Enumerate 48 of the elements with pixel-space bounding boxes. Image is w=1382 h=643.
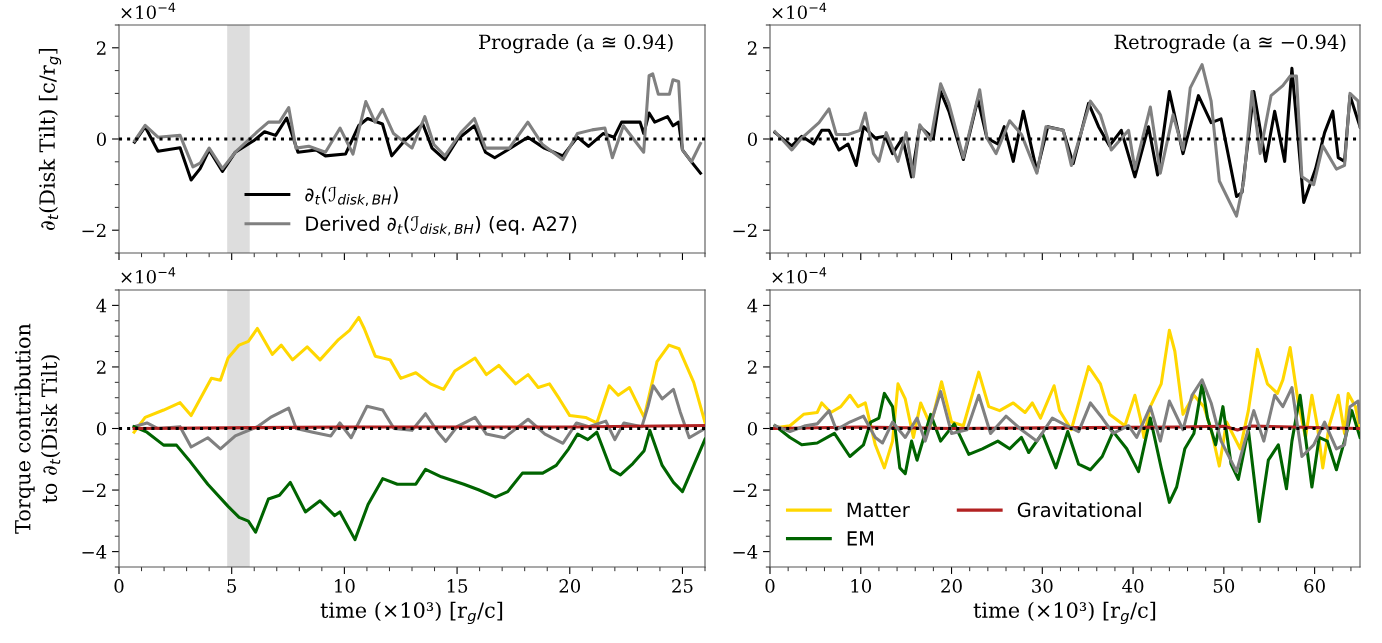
y-tick-label: −4	[733, 545, 758, 559]
line-series	[133, 72, 703, 171]
x-axis-title: time (×10³) [r$_{g}$/c]	[320, 601, 503, 625]
line-series	[132, 425, 705, 542]
x-tick-label: 20	[559, 579, 581, 593]
line-series	[773, 378, 1360, 474]
x-tick-label: 0	[765, 579, 775, 593]
x-tick-label: 5	[227, 579, 237, 593]
x-tick-label: 15	[447, 579, 468, 593]
y-tick-label: 2	[96, 360, 106, 374]
y-tick-label: 0	[96, 421, 106, 436]
line-series	[132, 315, 705, 434]
y-tick-label: 2	[96, 41, 106, 55]
y-tick-label: −2	[82, 223, 106, 238]
x-tick-label: 30	[1032, 579, 1053, 593]
legend-label: Derived ∂$_{t}$(ℐ$_{disk,BH}$) (eq. A27)	[306, 215, 577, 236]
y-tick-label: 4	[747, 298, 758, 313]
y-tick-label: 2	[747, 41, 757, 55]
text: ×10$^{−4}$	[121, 267, 176, 284]
y-tick-label: −4	[82, 545, 107, 559]
y-tick-label: 0	[747, 132, 757, 147]
y-tick-label: 2	[747, 360, 757, 374]
x-tick-label: 50	[1213, 579, 1235, 593]
text: ×10$^{−4}$	[772, 2, 827, 20]
y-tick-label: −2	[82, 483, 106, 497]
x-tick-label: 10	[335, 579, 355, 593]
text: ×10$^{−4}$	[772, 267, 827, 284]
y-tick-label: −2	[733, 483, 757, 497]
y-axis-title: Torque contribution to ∂$_{t}$(Disk Tilt)	[14, 323, 61, 534]
x-axis-title: time (×10³) [r$_{g}$/c]	[973, 601, 1156, 625]
x-tick-label: 10	[851, 579, 872, 593]
x-tick-label: 25	[672, 579, 693, 593]
annotation: Prograde (a ≊ 0.94)	[479, 34, 673, 54]
y-tick-label: 0	[96, 132, 106, 147]
y-tick-label: 0	[747, 421, 757, 436]
legend-label: Gravitational	[1017, 502, 1141, 518]
x-tick-label: 20	[941, 579, 962, 593]
x-tick-label: 0	[114, 579, 124, 593]
legend-label: ∂$_{t}$(ℐ$_{disk,BH}$)	[305, 186, 398, 207]
y-tick-label: 4	[96, 298, 107, 313]
annotation: Retrograde (a ≊ −0.94)	[1114, 34, 1346, 54]
text: ×10$^{−4}$	[121, 2, 176, 20]
x-tick-label: 60	[1304, 579, 1325, 593]
legend-label: EM	[847, 531, 873, 546]
legend-label: Matter	[847, 502, 910, 518]
y-axis-title: ∂$_{t}$(Disk Tilt) [c/r$_{g}$]	[38, 48, 62, 231]
x-tick-label: 40	[1122, 579, 1144, 593]
y-tick-label: −2	[733, 223, 757, 238]
